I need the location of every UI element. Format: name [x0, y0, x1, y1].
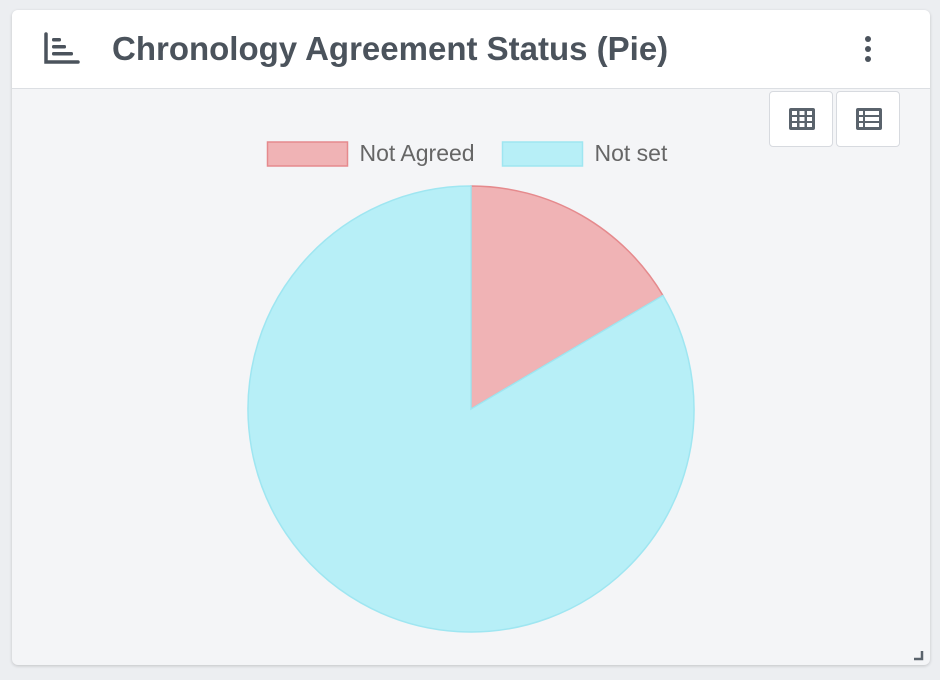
- pie-slice-not-set[interactable]: [247, 185, 695, 633]
- list-table-icon: [856, 108, 882, 130]
- grid-table-icon: [789, 108, 815, 130]
- list-view-button[interactable]: [836, 91, 900, 147]
- legend-label-not-agreed: Not Agreed: [360, 140, 475, 166]
- grid-view-button[interactable]: [769, 91, 833, 147]
- legend-swatch-not-agreed: [266, 141, 349, 167]
- more-vertical-icon: [865, 36, 871, 62]
- legend-swatch-not-set: [501, 141, 584, 167]
- legend-label-not-set: Not set: [595, 140, 668, 166]
- chart-widget: Chronology Agreement Status (Pie) Not Ag…: [12, 10, 930, 665]
- pie-slice-not-agreed[interactable]: [470, 185, 664, 411]
- legend-item-not-set[interactable]: Not set: [501, 140, 668, 167]
- widget-menu-button[interactable]: [852, 30, 884, 68]
- resize-corner-icon[interactable]: [912, 648, 924, 661]
- legend-item-not-agreed[interactable]: Not Agreed: [266, 140, 475, 167]
- bar-chart-horizontal-icon: [42, 32, 82, 66]
- pie-chart: Not Agreed Not set: [247, 140, 695, 633]
- widget-header: Chronology Agreement Status (Pie): [12, 10, 930, 89]
- widget-title: Chronology Agreement Status (Pie): [112, 30, 669, 67]
